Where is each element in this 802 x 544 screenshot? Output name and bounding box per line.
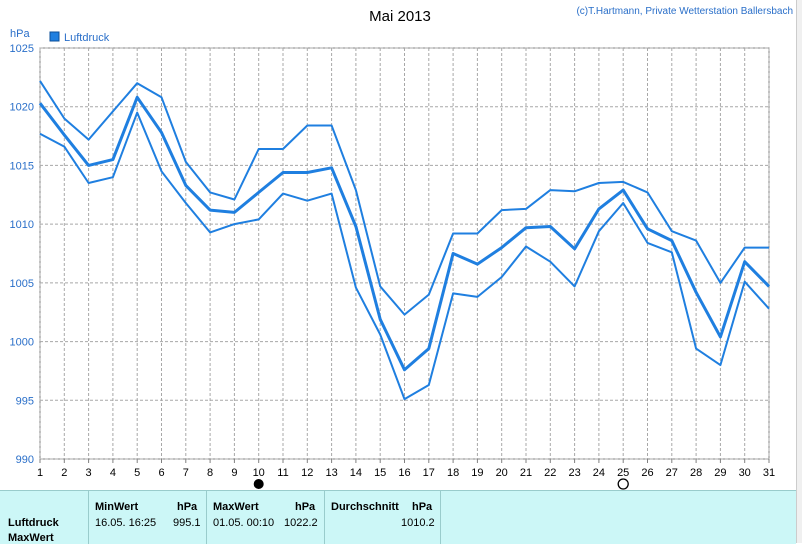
avg-header: Durchschnitt bbox=[331, 501, 399, 513]
x-tick-label: 28 bbox=[690, 467, 702, 479]
y-tick-label: 1025 bbox=[10, 43, 34, 55]
x-tick-label: 31 bbox=[763, 467, 775, 479]
y-tick-label: 1020 bbox=[10, 102, 34, 114]
x-tick-label: 7 bbox=[183, 467, 189, 479]
max-value: 1022.2 bbox=[284, 517, 318, 529]
y-axis-unit: hPa bbox=[10, 28, 30, 40]
x-tick-label: 6 bbox=[158, 467, 164, 479]
series-line-min bbox=[39, 111, 770, 401]
min-unit: hPa bbox=[177, 501, 198, 513]
y-tick-label: 990 bbox=[16, 454, 34, 466]
x-tick-label: 13 bbox=[325, 467, 337, 479]
max-header: MaxWert bbox=[213, 501, 259, 513]
y-tick-label: 1010 bbox=[10, 219, 34, 231]
max-unit: hPa bbox=[295, 501, 316, 513]
chart-title: Mai 2013 bbox=[369, 8, 431, 25]
x-tick-label: 22 bbox=[544, 467, 556, 479]
series-line-max bbox=[39, 80, 769, 316]
y-tick-label: 1000 bbox=[10, 337, 34, 349]
min-value: 995.1 bbox=[173, 517, 201, 529]
x-tick-label: 1 bbox=[37, 467, 43, 479]
x-tick-label: 17 bbox=[423, 467, 435, 479]
x-tick-label: 30 bbox=[739, 467, 751, 479]
x-tick-label: 8 bbox=[207, 467, 213, 479]
stats-divider bbox=[440, 491, 441, 544]
stats-row-label: Luftdruck bbox=[8, 517, 59, 529]
x-tick-label: 23 bbox=[568, 467, 580, 479]
x-tick-label: 25 bbox=[617, 467, 629, 479]
avg-value: 1010.2 bbox=[401, 517, 435, 529]
avg-unit: hPa bbox=[412, 501, 433, 513]
x-tick-label: 15 bbox=[374, 467, 386, 479]
credit-text: (c)T.Hartmann, Private Wetterstation Bal… bbox=[576, 6, 793, 17]
x-tick-label: 10 bbox=[253, 467, 265, 479]
x-tick-label: 29 bbox=[714, 467, 726, 479]
min-time: 16.05. 16:25 bbox=[95, 517, 157, 529]
pressure-chart: Mai 2013 (c)T.Hartmann, Private Wetterst… bbox=[10, 6, 793, 490]
new-moon-icon bbox=[617, 478, 629, 490]
x-tick-label: 16 bbox=[398, 467, 410, 479]
stats-row-label-2: MaxWert bbox=[8, 532, 54, 544]
y-tick-label: 995 bbox=[16, 395, 34, 407]
x-tick-label: 24 bbox=[593, 467, 605, 479]
x-tick-label: 9 bbox=[231, 467, 237, 479]
x-tick-label: 11 bbox=[277, 467, 288, 479]
legend-swatch bbox=[49, 31, 60, 42]
x-tick-label: 5 bbox=[134, 467, 140, 479]
x-tick-label: 20 bbox=[496, 467, 508, 479]
x-tick-label: 27 bbox=[666, 467, 678, 479]
y-tick-label: 1015 bbox=[10, 160, 34, 172]
x-tick-label: 26 bbox=[641, 467, 653, 479]
stats-panel: Luftdruck MaxWert MinWert hPa 16.05. 16:… bbox=[0, 490, 796, 544]
series-line-avg bbox=[38, 95, 771, 372]
x-tick-label: 3 bbox=[86, 467, 92, 479]
x-tick-label: 4 bbox=[110, 467, 116, 479]
stats-divider bbox=[88, 491, 89, 544]
legend-label: Luftdruck bbox=[64, 32, 110, 44]
x-tick-label: 18 bbox=[447, 467, 459, 479]
stats-divider bbox=[324, 491, 325, 544]
max-time: 01.05. 00:10 bbox=[213, 517, 275, 529]
vertical-scrollbar[interactable] bbox=[796, 0, 802, 543]
x-tick-label: 2 bbox=[61, 467, 67, 479]
min-header: MinWert bbox=[95, 501, 139, 513]
y-tick-label: 1005 bbox=[10, 278, 34, 290]
x-tick-label: 19 bbox=[471, 467, 483, 479]
full-moon-icon bbox=[253, 479, 264, 489]
x-tick-label: 21 bbox=[520, 467, 532, 479]
x-tick-label: 14 bbox=[350, 467, 362, 479]
x-tick-label: 12 bbox=[301, 467, 313, 479]
stats-divider bbox=[206, 491, 207, 544]
